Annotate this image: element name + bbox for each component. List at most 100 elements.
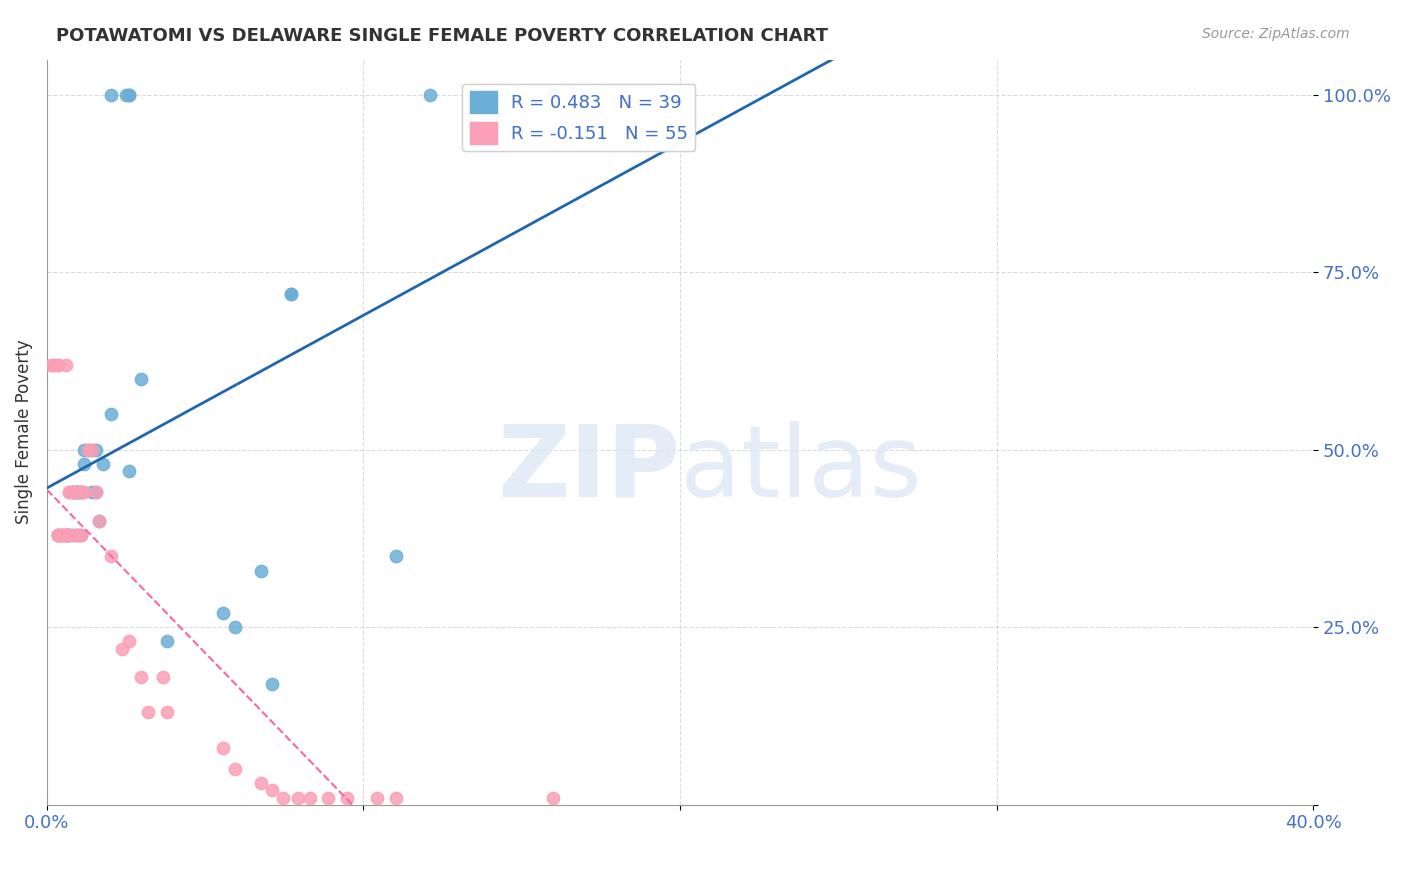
Point (136, 706, 159, 720)
Point (55, 528, 77, 542)
Point (385, 790, 408, 805)
Point (114, 88, 136, 103)
Point (385, 549, 408, 564)
Point (224, 620, 246, 634)
Point (62, 485, 84, 500)
Point (280, 286, 302, 301)
Point (66, 485, 89, 500)
Point (91, 457, 114, 471)
Point (543, 790, 565, 805)
Point (66, 528, 89, 542)
Point (51, 528, 73, 542)
Text: atlas: atlas (681, 421, 922, 518)
Point (156, 706, 179, 720)
Text: Source: ZipAtlas.com: Source: ZipAtlas.com (1202, 27, 1350, 41)
Point (77, 442, 100, 457)
Point (46, 528, 69, 542)
Point (69, 485, 91, 500)
Point (69, 528, 91, 542)
Point (55, 528, 77, 542)
Point (419, 88, 441, 103)
Point (543, 88, 565, 103)
Point (73, 457, 96, 471)
Point (58, 528, 80, 542)
Point (129, 372, 152, 386)
Point (46, 358, 69, 372)
Point (62, 485, 84, 500)
Point (44, 358, 66, 372)
Point (84, 442, 107, 457)
Point (46, 528, 69, 542)
Point (84, 485, 107, 500)
Legend: R = 0.483   N = 39, R = -0.151   N = 55: R = 0.483 N = 39, R = -0.151 N = 55 (463, 84, 695, 151)
Point (39, 358, 62, 372)
Point (260, 677, 283, 691)
Point (318, 790, 340, 805)
Point (80, 485, 103, 500)
Point (58, 485, 80, 500)
Point (249, 776, 271, 790)
Text: ZIP: ZIP (498, 421, 681, 518)
Point (46, 358, 69, 372)
Point (69, 485, 91, 500)
Point (84, 485, 107, 500)
Point (80, 442, 103, 457)
Point (55, 528, 77, 542)
Point (118, 88, 141, 103)
Point (73, 442, 96, 457)
Point (89, 514, 111, 528)
Point (69, 485, 91, 500)
Point (58, 528, 80, 542)
Point (152, 670, 174, 684)
Point (224, 762, 246, 776)
Point (366, 790, 388, 805)
Point (129, 670, 152, 684)
Point (77, 442, 100, 457)
Point (271, 790, 294, 805)
Point (55, 528, 77, 542)
Point (298, 790, 321, 805)
Point (58, 528, 80, 542)
Point (118, 88, 141, 103)
Point (58, 528, 80, 542)
Point (62, 485, 84, 500)
Point (287, 790, 309, 805)
Point (280, 286, 302, 301)
Point (66, 485, 89, 500)
Point (51, 528, 73, 542)
Point (249, 564, 271, 578)
Point (118, 634, 141, 648)
Point (260, 783, 283, 797)
Point (543, 88, 565, 103)
Point (66, 528, 89, 542)
Point (118, 464, 141, 478)
Point (73, 485, 96, 500)
Point (62, 485, 84, 500)
Point (46, 528, 69, 542)
Point (89, 514, 111, 528)
Point (66, 528, 89, 542)
Point (66, 485, 89, 500)
Point (62, 485, 84, 500)
Point (212, 740, 235, 755)
Text: POTAWATOMI VS DELAWARE SINGLE FEMALE POVERTY CORRELATION CHART: POTAWATOMI VS DELAWARE SINGLE FEMALE POV… (56, 27, 828, 45)
Point (336, 790, 359, 805)
Point (51, 528, 73, 542)
Y-axis label: Single Female Poverty: Single Female Poverty (15, 340, 32, 524)
Point (46, 528, 69, 542)
Point (212, 606, 235, 620)
Point (58, 485, 80, 500)
Point (55, 358, 77, 372)
Point (100, 88, 122, 103)
Point (80, 442, 103, 457)
Point (51, 528, 73, 542)
Point (55, 528, 77, 542)
Point (69, 528, 91, 542)
Point (100, 549, 122, 564)
Point (66, 485, 89, 500)
Point (156, 634, 179, 648)
Point (55, 528, 77, 542)
Point (111, 641, 134, 656)
Point (62, 528, 84, 542)
Point (100, 408, 122, 422)
